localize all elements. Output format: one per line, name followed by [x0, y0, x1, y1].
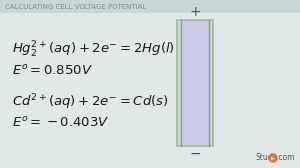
Text: $E^o = -0.403V$: $E^o = -0.403V$: [12, 116, 109, 130]
Text: $Hg_2^{2+}(aq) + 2e^{-} = 2Hg(l)$: $Hg_2^{2+}(aq) + 2e^{-} = 2Hg(l)$: [12, 40, 175, 60]
Bar: [177, 20, 213, 146]
Text: $E^o = 0.850V$: $E^o = 0.850V$: [12, 64, 93, 78]
Text: $Cd^{2+}(aq) + 2e^{-} = Cd(s)$: $Cd^{2+}(aq) + 2e^{-} = Cd(s)$: [12, 92, 169, 112]
Bar: [209, 20, 213, 146]
Text: ▶: ▶: [271, 156, 275, 160]
Text: Study.com: Study.com: [256, 154, 295, 162]
Bar: [0, 0, 300, 13]
Bar: [177, 20, 181, 146]
Text: CALCULATING CELL VOLTAGE POTENTIAL: CALCULATING CELL VOLTAGE POTENTIAL: [5, 4, 146, 10]
Circle shape: [269, 154, 277, 162]
Text: −: −: [189, 147, 201, 161]
Text: +: +: [189, 5, 201, 19]
Bar: [181, 20, 209, 146]
